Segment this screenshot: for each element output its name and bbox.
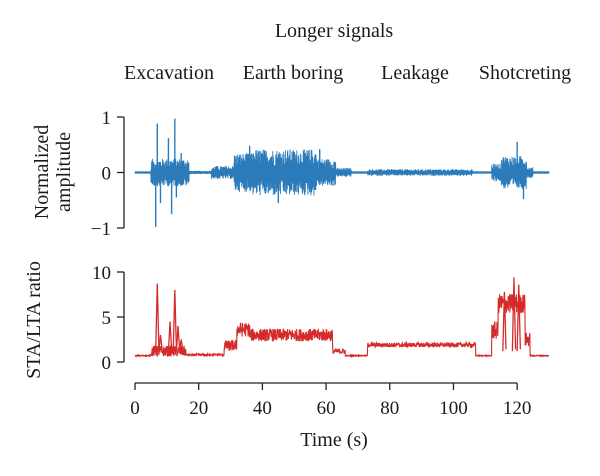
x-tick-label-6: 120 xyxy=(503,398,532,419)
event-label-2: Leakage xyxy=(381,62,449,84)
event-label-1: Earth boring xyxy=(243,62,344,84)
amp-y-axis: −1 0 1 xyxy=(91,108,125,240)
figure-title: Longer signals xyxy=(275,20,394,42)
x-axis: 0 20 40 60 80 100 120 xyxy=(130,382,532,419)
amp-y-axis-title-text: Normalizedamplitude xyxy=(31,125,75,219)
x-tick-label-4: 80 xyxy=(380,398,399,419)
x-axis-title: Time (s) xyxy=(300,429,368,451)
amp-y-tick-label-2: 1 xyxy=(102,108,112,129)
amp-y-tick-label-1: 0 xyxy=(102,164,112,185)
x-tick-label-2: 40 xyxy=(253,398,272,419)
amp-spikes xyxy=(154,118,525,227)
sta-peak-7 xyxy=(516,284,521,352)
sta-peak-0 xyxy=(155,283,160,352)
sta-y-axis-title: STA/LTA ratio xyxy=(23,261,45,379)
event-label-0: Excavation xyxy=(124,62,214,84)
sta-peaks xyxy=(155,277,521,352)
x-tick-label-3: 60 xyxy=(317,398,336,419)
panel-amplitude: −1 0 1 Normalizedamplitude xyxy=(31,108,550,240)
amp-y-axis-title-line-0: Normalized xyxy=(31,125,53,219)
amp-y-axis-title: Normalizedamplitude xyxy=(31,125,75,219)
x-tick-label-5: 100 xyxy=(439,398,468,419)
panel-sta-lta: 0 5 10 STA/LTA ratio xyxy=(23,261,550,379)
sta-peak-5 xyxy=(178,339,184,352)
sta-y-tick-label-1: 5 xyxy=(102,308,112,329)
x-tick-label-0: 0 xyxy=(130,398,140,419)
x-tick-label-1: 20 xyxy=(189,398,208,419)
event-label-3: Shotcreting xyxy=(479,62,571,84)
sta-peak-2 xyxy=(167,321,173,352)
sta-y-tick-label-2: 10 xyxy=(92,263,111,284)
amp-y-tick-label-0: −1 xyxy=(91,219,111,240)
sta-peak-3 xyxy=(172,289,178,352)
sta-peak-8 xyxy=(502,291,507,352)
amp-y-axis-title-line-1: amplitude xyxy=(53,132,75,212)
sta-peak-1 xyxy=(158,334,163,352)
sta-peak-6 xyxy=(511,277,517,352)
event-labels: Excavation Earth boring Leakage Shotcreting xyxy=(124,62,571,84)
sta-y-axis-title-text: STA/LTA ratio xyxy=(23,261,45,379)
sta-y-tick-label-0: 0 xyxy=(102,353,112,374)
sta-series-line xyxy=(134,293,550,358)
amp-series-line xyxy=(134,149,550,196)
sta-peak-4 xyxy=(175,325,181,352)
sta-y-axis: 0 5 10 xyxy=(92,263,125,374)
